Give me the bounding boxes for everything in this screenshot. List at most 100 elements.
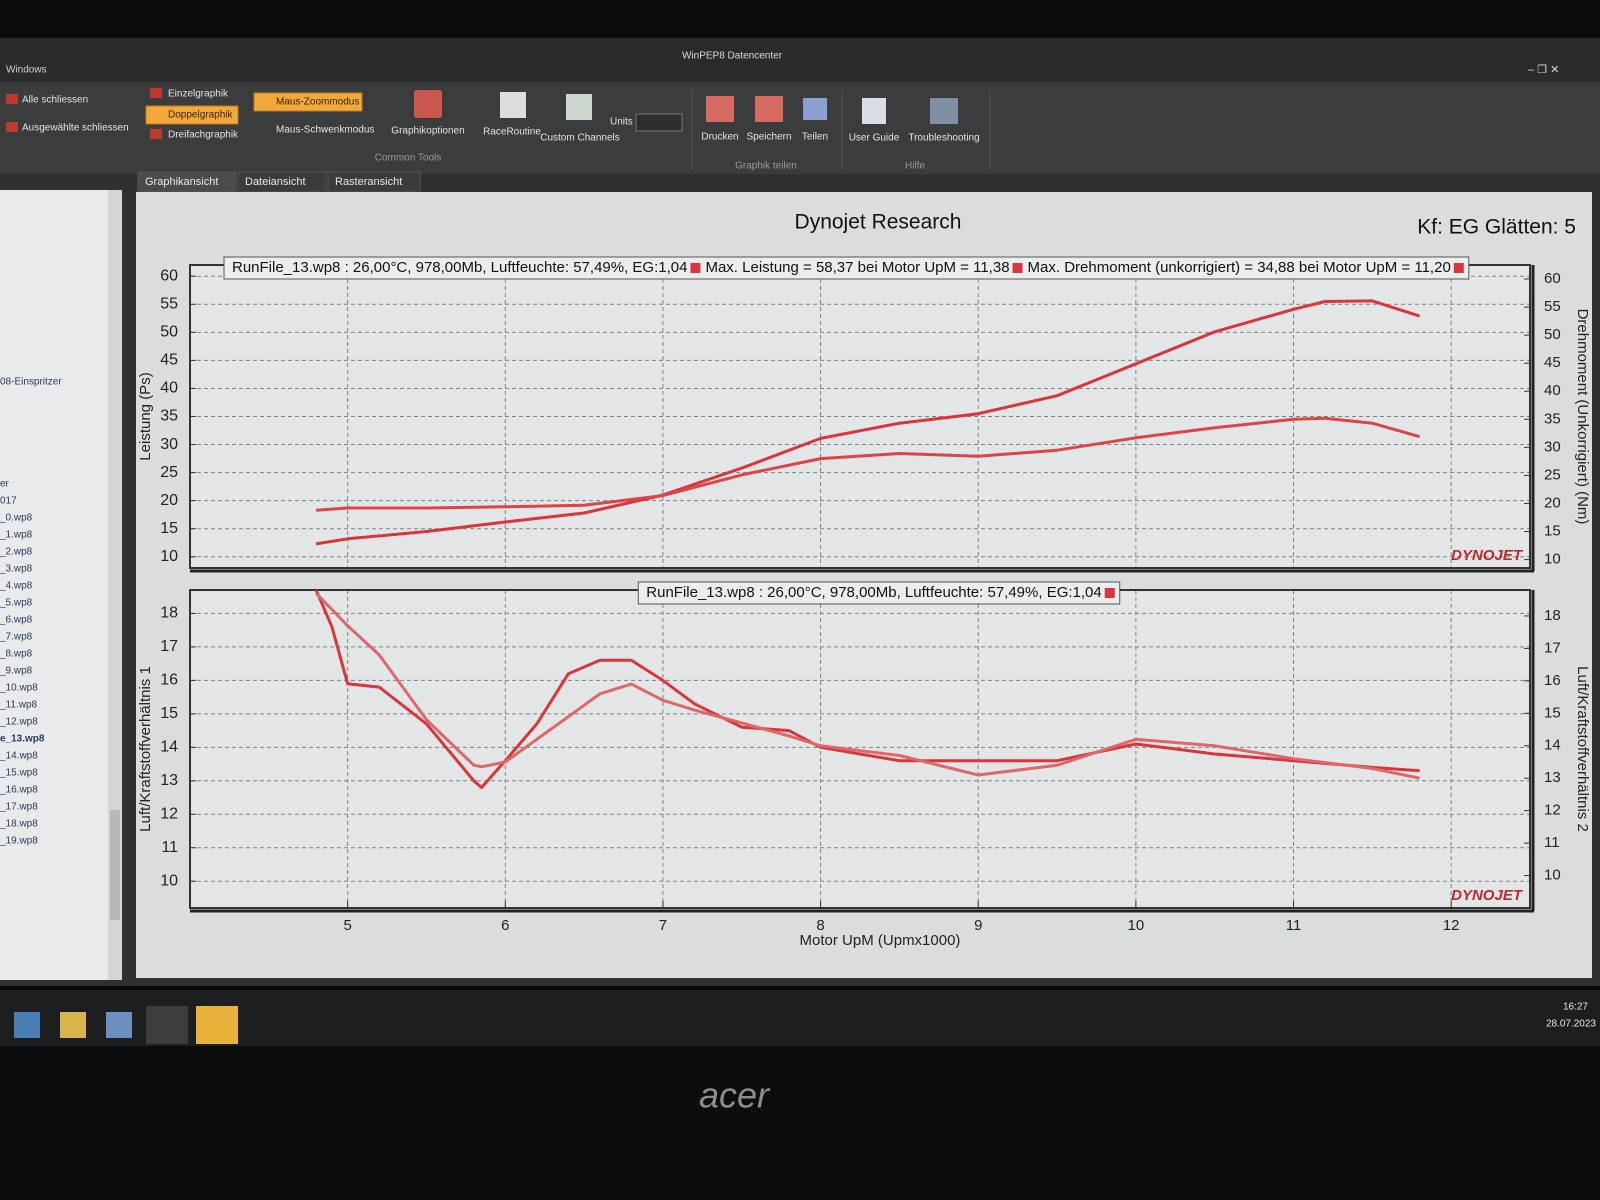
scroll-thumb[interactable] [110,810,120,920]
menu[interactable]: Windows [6,65,47,76]
y2-tick-label: 10 [1544,551,1561,568]
file-item[interactable]: _8.wp8 [0,649,33,660]
x-tick-label: 7 [659,917,667,934]
y2-tick-label: 55 [1544,298,1561,315]
file-item[interactable]: _4.wp8 [0,581,33,592]
icon [500,92,526,118]
file-item[interactable]: _19.wp8 [0,836,38,847]
ribbon-button[interactable]: Doppelgraphik [168,110,233,121]
legend-text: Max. Drehmoment (unkorrigiert) = 34,88 b… [1028,259,1451,276]
taskbar-icon[interactable] [60,1012,86,1038]
x-tick-label: 8 [816,917,824,934]
file-item[interactable]: _15.wp8 [0,768,38,779]
file-tree [0,190,108,980]
chart-header: Dynojet Research [795,211,962,234]
y-tick-label: 60 [160,267,178,284]
y-tick-label: 18 [160,605,178,622]
ribbon-button[interactable]: Maus-Schwenkmodus [276,125,374,136]
ribbon-button[interactable]: Custom Channels [540,133,619,144]
selected-button[interactable] [145,105,239,125]
legend-swatch [1012,263,1023,273]
y2-tick-label: 17 [1544,639,1561,656]
file-item[interactable]: _3.wp8 [0,564,33,575]
taskbar-icon[interactable] [146,1006,188,1044]
y2-tick-label: 15 [1544,522,1561,539]
tab-label[interactable]: Graphikansicht [145,176,218,188]
file-item[interactable]: _17.wp8 [0,802,38,813]
x-tick-label: 6 [501,917,509,934]
ribbon-button[interactable]: Graphikoptionen [391,126,464,137]
file-item[interactable]: _2.wp8 [0,547,33,558]
icon [150,129,162,139]
icon [414,90,442,118]
y2-tick-label: 20 [1544,494,1561,511]
ribbon-group: Hilfe [905,161,925,172]
ribbon-button[interactable]: Troubleshooting [908,133,979,144]
ribbon-button[interactable]: Dreifachgraphik [168,130,239,141]
file-item[interactable]: _1.wp8 [0,530,33,541]
folder-item[interactable]: 08-Einspritzer [0,377,62,388]
ribbon-button[interactable]: Ausgewählte schliessen [22,123,129,134]
window-controls[interactable]: – ❐ ✕ [1528,64,1559,76]
legend-swatch [690,263,701,273]
icon [6,94,18,104]
series-line [315,299,1421,546]
file-item[interactable]: _5.wp8 [0,598,33,609]
ribbon-button[interactable]: Einzelgraphik [168,89,229,100]
file-item[interactable]: _10.wp8 [0,683,38,694]
icon [706,96,734,122]
ribbon-group: Common Tools [375,153,442,164]
y2-tick-label: 18 [1544,607,1561,624]
y-tick-label: 15 [160,520,178,537]
taskbar-icon[interactable] [14,1012,40,1038]
y2-tick-label: 40 [1544,382,1561,399]
y2-tick-label: 50 [1544,326,1561,343]
ribbon-button[interactable]: Alle schliessen [22,95,88,106]
file-item[interactable]: _7.wp8 [0,632,33,643]
chart: 10 15 20 25 30 35 40 45 50 55 60 10 15 20 25 30 35 40 45 50… [137,256,1591,573]
y2-tick-label: 14 [1544,737,1561,754]
units-label: Units [610,117,633,128]
file-item[interactable]: _6.wp8 [0,615,33,626]
icon [862,98,886,124]
units-dropdown[interactable] [635,113,683,132]
file-item[interactable]: er [0,479,10,490]
bezel-bottom [0,1046,1600,1200]
y-tick-label: 50 [160,324,178,341]
y2-tick-label: 10 [1544,867,1561,884]
file-item[interactable]: e_13.wp8 [0,734,45,745]
ribbon-button[interactable]: Drucken [701,132,738,143]
file-item[interactable]: _11.wp8 [0,700,38,711]
file-item[interactable]: _16.wp8 [0,785,38,796]
ribbon-button[interactable]: Maus-Zoommodus [276,97,359,108]
ribbon-button[interactable]: Teilen [802,132,828,143]
tab-label[interactable]: Dateiansicht [245,176,306,188]
legend-swatch [1104,588,1115,598]
x-axis-title: Motor UpM (Upmx1000) [800,932,961,949]
x-tick-label: 10 [1128,917,1145,934]
ribbon-button[interactable]: Speichern [746,132,791,143]
ribbon-group: Graphik teilen [735,161,797,172]
y-tick-label: 35 [160,408,178,425]
file-item[interactable]: 017 [0,496,17,507]
icon [6,122,18,132]
ribbon-button[interactable]: RaceRoutine [483,127,541,138]
file-item[interactable]: _9.wp8 [0,666,33,677]
file-item[interactable]: _18.wp8 [0,819,38,830]
file-item[interactable]: _12.wp8 [0,717,38,728]
window-title: WinPEP8 Datencenter [682,51,783,62]
taskbar-icon[interactable] [196,1006,238,1044]
tab-label[interactable]: Rasteransicht [335,176,402,188]
scrollbar[interactable] [108,190,122,980]
file-item[interactable]: _0.wp8 [0,513,33,524]
clock-time: 16:27 [1563,1002,1588,1013]
y-tick-label: 15 [160,705,178,722]
y2-axis-title: Luft/Kraftstoffverhältnis 2 [1574,666,1591,832]
file-item[interactable]: _14.wp8 [0,751,38,762]
ribbon-button[interactable]: User Guide [849,133,900,144]
y-tick-label: 16 [160,672,178,689]
taskbar-icon[interactable] [106,1012,132,1038]
selected-button[interactable] [253,92,363,112]
y-tick-label: 20 [160,492,178,509]
